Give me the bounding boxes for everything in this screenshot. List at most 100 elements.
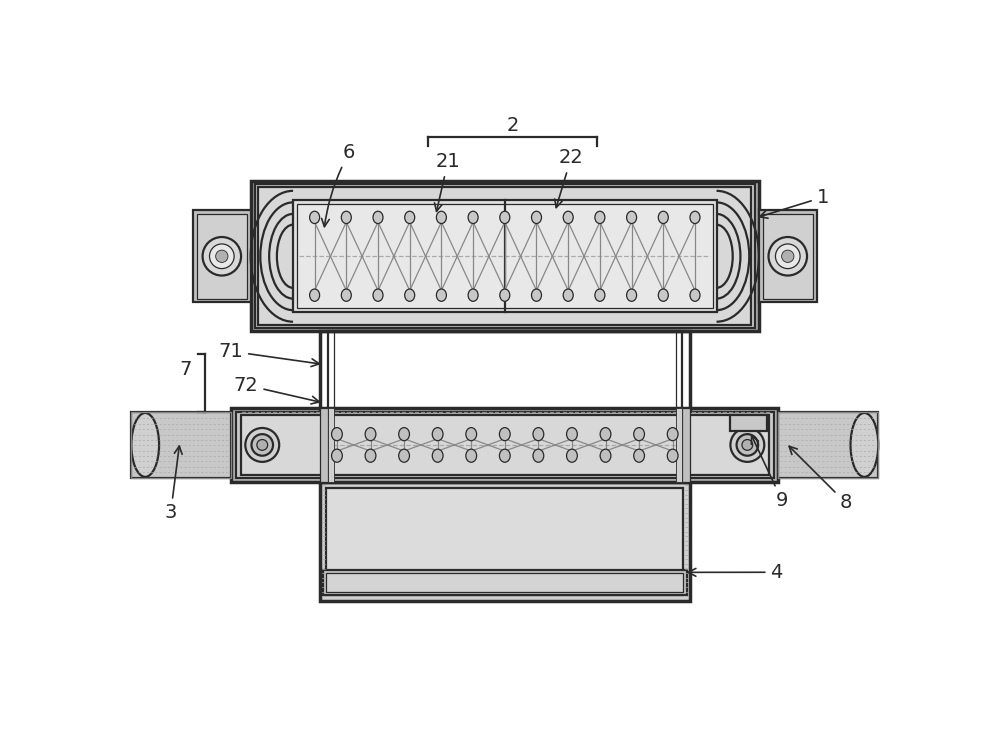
Ellipse shape [436, 289, 446, 301]
Ellipse shape [634, 428, 644, 441]
Ellipse shape [468, 289, 478, 301]
Ellipse shape [600, 428, 611, 441]
Bar [193, 210, 251, 303]
Ellipse shape [499, 428, 510, 441]
Ellipse shape [627, 289, 637, 301]
Bar [759, 210, 817, 303]
Bar [131, 412, 231, 477]
Circle shape [730, 428, 764, 462]
Ellipse shape [399, 428, 409, 441]
Ellipse shape [627, 211, 637, 223]
Circle shape [775, 244, 800, 269]
Bar [241, 414, 769, 475]
Ellipse shape [667, 428, 678, 441]
Circle shape [742, 440, 753, 451]
Ellipse shape [600, 449, 611, 462]
Bar [778, 412, 878, 477]
Bar [763, 214, 813, 299]
Text: 21: 21 [434, 152, 460, 212]
Text: 1: 1 [759, 188, 829, 218]
Ellipse shape [531, 211, 542, 223]
Text: 3: 3 [164, 446, 182, 522]
Ellipse shape [341, 211, 351, 223]
Bar [320, 332, 690, 428]
Circle shape [769, 237, 807, 275]
Circle shape [245, 428, 279, 462]
Ellipse shape [365, 428, 376, 441]
Ellipse shape [436, 211, 446, 223]
Text: 2: 2 [506, 116, 519, 135]
Bar [326, 488, 683, 595]
Text: 6: 6 [322, 143, 355, 226]
Ellipse shape [373, 211, 383, 223]
Circle shape [216, 250, 228, 263]
Circle shape [251, 434, 273, 456]
Ellipse shape [667, 449, 678, 462]
Text: 8: 8 [789, 446, 852, 513]
Bar [251, 181, 759, 332]
Ellipse shape [432, 428, 443, 441]
Ellipse shape [690, 211, 700, 223]
Circle shape [737, 434, 758, 456]
Text: 72: 72 [234, 376, 319, 404]
Text: 22: 22 [555, 149, 583, 207]
Ellipse shape [500, 211, 510, 223]
Bar [255, 184, 755, 329]
Ellipse shape [405, 289, 415, 301]
Text: 7: 7 [180, 360, 192, 379]
Ellipse shape [310, 211, 320, 223]
Ellipse shape [533, 428, 544, 441]
Bar [730, 414, 767, 431]
Ellipse shape [595, 211, 605, 223]
Ellipse shape [373, 289, 383, 301]
Ellipse shape [563, 211, 573, 223]
Bar [293, 201, 717, 312]
Ellipse shape [658, 211, 668, 223]
Bar [323, 570, 687, 596]
Ellipse shape [499, 449, 510, 462]
Bar [326, 574, 683, 593]
Ellipse shape [332, 428, 342, 441]
Circle shape [782, 250, 794, 263]
Ellipse shape [365, 449, 376, 462]
Ellipse shape [563, 289, 573, 301]
Text: 4: 4 [688, 562, 783, 582]
Ellipse shape [468, 211, 478, 223]
Bar [676, 408, 682, 482]
Circle shape [203, 237, 241, 275]
Text: 71: 71 [218, 342, 319, 366]
Ellipse shape [466, 449, 477, 462]
Ellipse shape [466, 428, 477, 441]
Bar [334, 332, 676, 428]
Bar [231, 408, 778, 482]
Ellipse shape [658, 289, 668, 301]
Bar [320, 482, 690, 601]
Bar [297, 204, 713, 309]
Ellipse shape [567, 449, 577, 462]
Circle shape [257, 440, 268, 451]
Ellipse shape [567, 428, 577, 441]
Circle shape [210, 244, 234, 269]
Ellipse shape [405, 211, 415, 223]
Bar [258, 187, 751, 325]
Ellipse shape [851, 413, 878, 477]
Ellipse shape [595, 289, 605, 301]
Bar [682, 408, 690, 482]
Ellipse shape [634, 449, 644, 462]
Ellipse shape [332, 449, 342, 462]
Ellipse shape [341, 289, 351, 301]
Ellipse shape [531, 289, 542, 301]
Ellipse shape [131, 413, 159, 477]
Text: 9: 9 [751, 436, 788, 510]
Bar [197, 214, 247, 299]
Bar [236, 412, 774, 477]
Ellipse shape [399, 449, 409, 462]
Ellipse shape [432, 449, 443, 462]
Bar [328, 332, 682, 428]
Bar [778, 412, 878, 477]
Ellipse shape [533, 449, 544, 462]
Ellipse shape [690, 289, 700, 301]
Bar [131, 412, 231, 477]
Bar [328, 408, 334, 482]
Bar [320, 408, 328, 482]
